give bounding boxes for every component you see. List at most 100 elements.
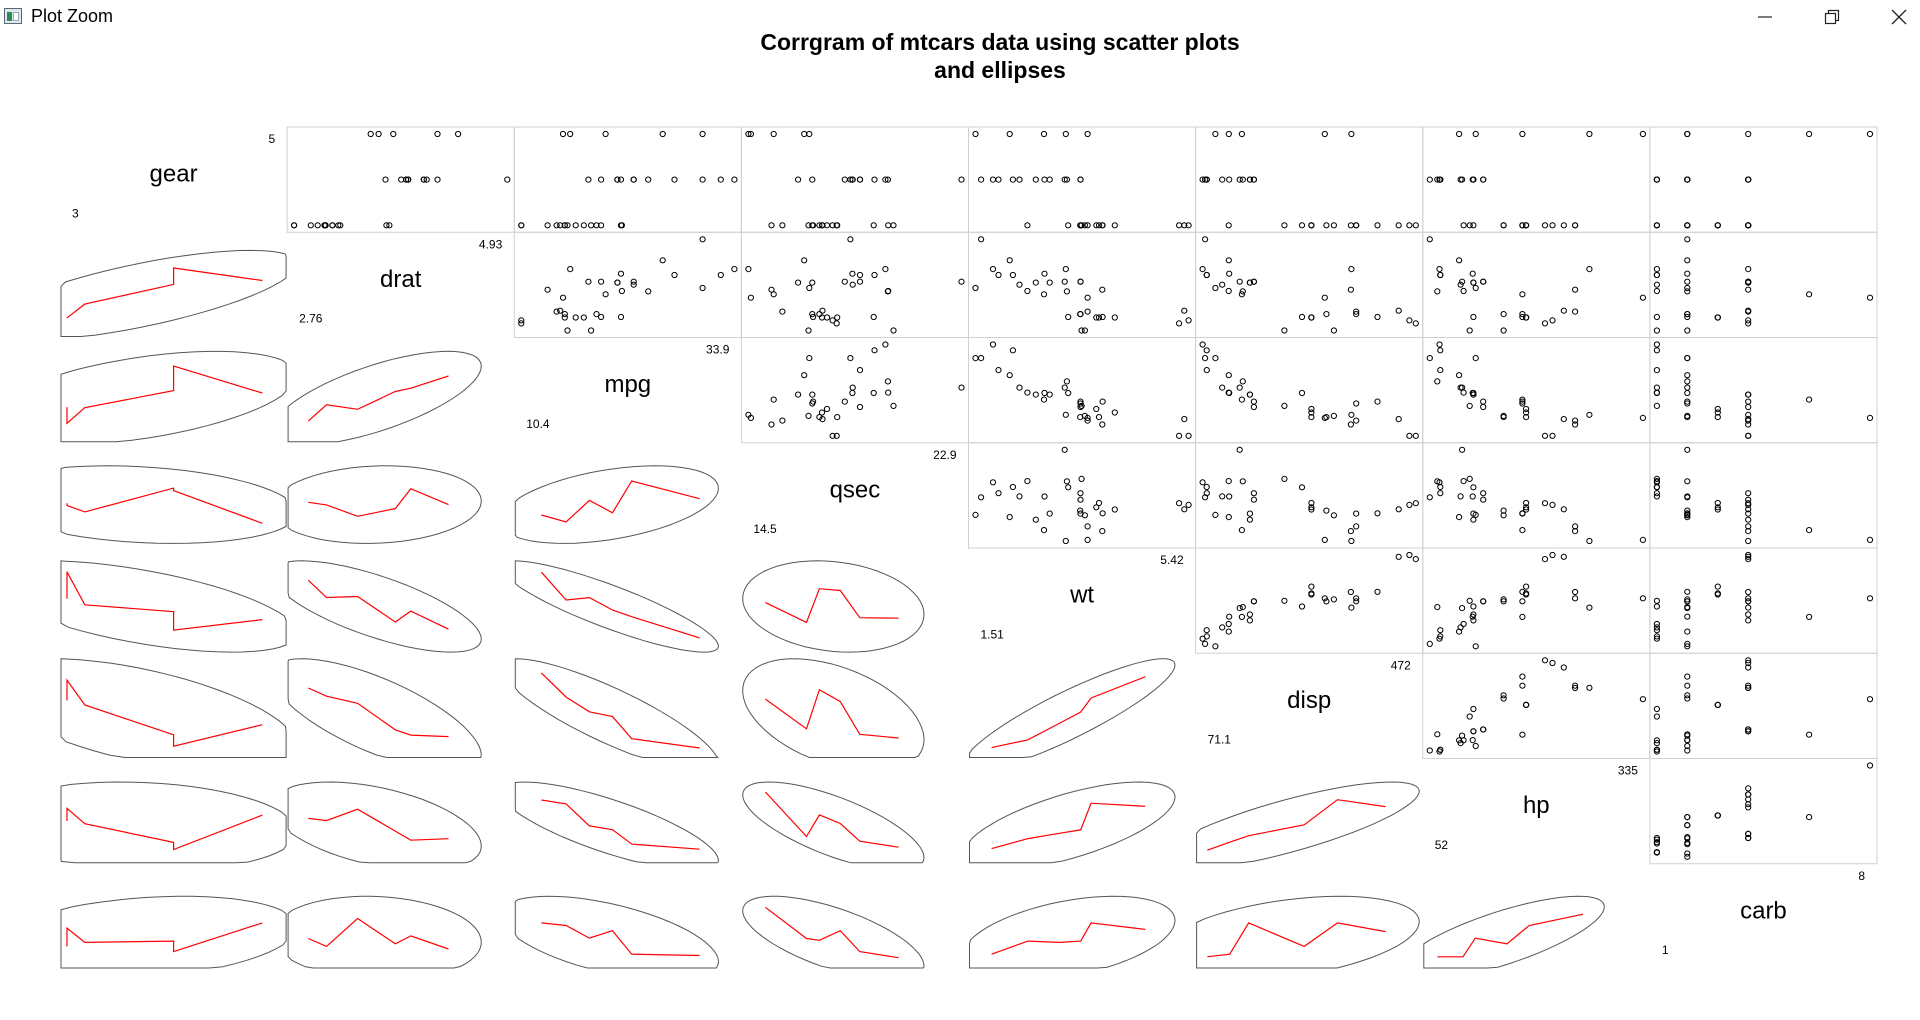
scatter-point [1866, 762, 1874, 769]
scatter-point [1009, 483, 1017, 491]
scatter-point [1353, 311, 1360, 318]
scatter-point [561, 314, 568, 321]
scatter-point [1460, 287, 1467, 295]
scatter-point [1460, 478, 1467, 485]
scatter-point [1456, 628, 1463, 635]
scatter-point [823, 314, 831, 321]
scatter-point [1745, 551, 1752, 559]
scatter-point [801, 372, 808, 379]
panel-disp-hp [1422, 652, 1651, 759]
scatter-point [1466, 327, 1473, 334]
scatter-point [518, 320, 525, 327]
scatter-point [1684, 747, 1691, 754]
scatter-point [768, 421, 775, 428]
scatter-point [1684, 835, 1691, 842]
scatter-point [1714, 590, 1721, 597]
scatter-point [1077, 490, 1084, 497]
scatter-point [870, 222, 877, 229]
scatter-point [1063, 176, 1071, 183]
scatter-point [1426, 355, 1433, 362]
smooth-line [307, 375, 449, 422]
scatter-point [1093, 314, 1100, 321]
scatter-point [809, 391, 816, 398]
variable-label-mpg: mpg [604, 371, 651, 398]
scatter-point [1226, 389, 1233, 397]
scatter-point [1572, 308, 1579, 315]
scatter-point [455, 130, 462, 138]
scatter-point [1684, 222, 1691, 229]
scatter-point [1212, 284, 1219, 292]
scatter-point [1472, 130, 1479, 138]
scatter-point [1061, 176, 1068, 183]
scatter-point [1426, 494, 1433, 501]
scatter-point [1500, 692, 1507, 699]
scatter-point [1684, 737, 1691, 744]
scatter-point [1095, 414, 1103, 421]
scatter-point [544, 222, 551, 229]
scatter-point [1225, 628, 1232, 635]
scatter-point [1239, 288, 1246, 295]
scatter-point [1323, 311, 1330, 318]
scatter-point [1519, 588, 1526, 595]
scatter-point [1684, 327, 1691, 334]
panel-border [1195, 126, 1424, 233]
maximize-button[interactable] [1802, 0, 1862, 34]
scatter-point [630, 278, 637, 285]
scatter-point [390, 130, 397, 138]
scatter-point [1374, 588, 1381, 595]
scatter-point [829, 432, 836, 439]
scatter-point [882, 176, 889, 183]
scatter-point [1714, 409, 1721, 416]
scatter-point [1077, 176, 1084, 183]
scatter-point [833, 320, 840, 327]
scatter-point [779, 308, 786, 315]
scatter-point [1653, 849, 1661, 856]
scatter-point [1460, 222, 1467, 229]
scatter-point [1199, 341, 1206, 348]
scatter-point [1745, 556, 1752, 563]
panel-qsec-carb [1649, 442, 1878, 549]
scatter-point [978, 494, 985, 501]
scatter-point [1226, 613, 1233, 620]
scatter-point [958, 176, 965, 183]
scatter-point [1437, 633, 1444, 640]
data-ellipse [60, 560, 287, 653]
scatter-point [809, 311, 816, 318]
scatter-point [1745, 684, 1752, 691]
smooth-line [66, 807, 263, 851]
minimize-button[interactable] [1735, 0, 1795, 34]
panel-border [1649, 547, 1878, 654]
scatter-point [1084, 294, 1091, 301]
scatter-point [1519, 311, 1526, 318]
scatter-point [1470, 313, 1477, 321]
range-min-wt: 1.51 [981, 627, 1005, 641]
scatter-point [1745, 523, 1752, 530]
scatter-point [1009, 271, 1017, 279]
close-button[interactable] [1869, 0, 1920, 34]
chart-title-line-2: and ellipses [934, 57, 1066, 83]
scatter-point [518, 222, 525, 229]
scatter-point [747, 130, 755, 138]
scatter-point [1639, 414, 1647, 421]
scatter-point [1281, 402, 1288, 409]
scatter-point [1466, 597, 1473, 604]
scatter-point [1040, 527, 1048, 534]
scatter-point [1684, 446, 1691, 453]
scatter-point [1353, 523, 1360, 530]
scatter-point [849, 270, 856, 277]
scatter-point [1572, 417, 1579, 424]
scatter-point [1684, 493, 1691, 500]
scatter-point [770, 291, 777, 298]
panel-hp-mpg [514, 781, 719, 864]
range-max-wt: 5.42 [1160, 553, 1184, 567]
scatter-point [806, 284, 813, 292]
panel-border [1649, 442, 1878, 549]
scatter-point [1745, 726, 1752, 733]
panel-border [1422, 231, 1651, 338]
scatter-point [559, 130, 567, 138]
panel-wt-wt: wt 1.51 5.42 [981, 553, 1184, 641]
scatter-point [890, 327, 897, 334]
scatter-point [1519, 598, 1526, 605]
data-ellipse [742, 658, 925, 758]
scatter-point [1348, 537, 1355, 545]
